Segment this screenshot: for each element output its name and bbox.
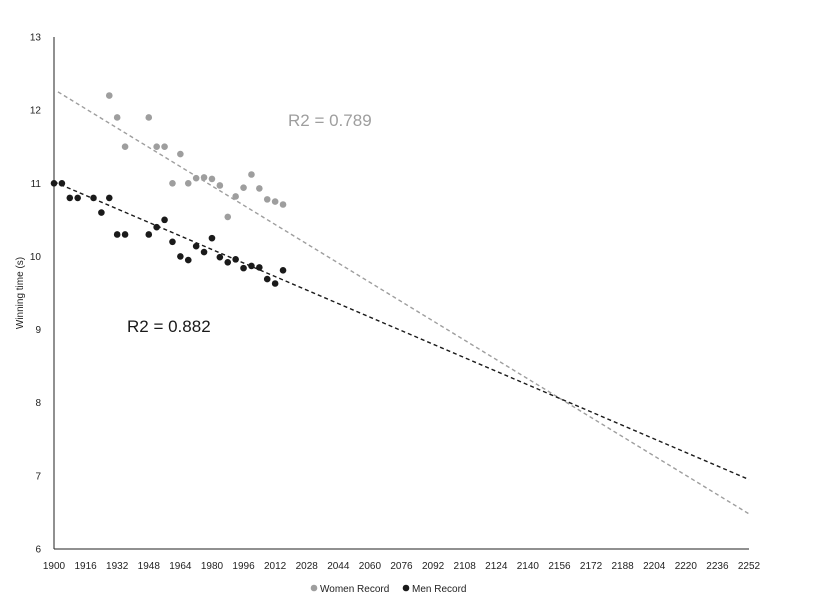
women-data-point: [153, 143, 160, 151]
y-tick-label: 11: [31, 179, 42, 190]
men-data-point: [153, 223, 160, 231]
women-data-point: [161, 143, 168, 151]
x-tick-label: 1980: [201, 561, 224, 572]
men-data-point: [66, 194, 74, 202]
women-data-point: [121, 143, 129, 151]
x-tick-label: 2172: [580, 561, 603, 572]
y-tick-label: 9: [35, 325, 41, 336]
axes: [53, 37, 749, 550]
x-tick-label: 1964: [169, 561, 192, 572]
men-data-point: [240, 264, 247, 272]
men-data-point: [169, 238, 176, 246]
x-tick-label: 1916: [74, 561, 97, 572]
y-axis-label: Winning time (s): [15, 257, 26, 329]
men-data-point: [279, 267, 287, 274]
x-tick-label: 2060: [359, 561, 382, 572]
men-data-point: [161, 216, 168, 224]
y-tick-label: 12: [30, 106, 42, 117]
men-data-point: [121, 231, 129, 238]
men-data-point: [184, 256, 192, 264]
x-tick-label: 2236: [706, 561, 729, 572]
women-data-point: [192, 174, 200, 182]
women-data-point: [177, 150, 184, 158]
men-data-point: [192, 242, 200, 250]
x-tick-label: 2140: [517, 561, 540, 572]
legend-marker-women: [310, 584, 318, 592]
women-data-point: [216, 182, 224, 189]
r2-men-label: R2 = 0.882: [127, 317, 211, 336]
men-data-point: [216, 253, 224, 261]
women-data-point: [145, 114, 153, 121]
x-tick-label: 2108: [454, 561, 477, 572]
y-tick-label: 7: [35, 471, 41, 482]
men-data-point: [74, 194, 81, 202]
x-tick-label: 2028: [296, 561, 319, 572]
men-data-point: [224, 258, 232, 266]
x-tick-label: 2076: [390, 561, 413, 572]
y-tick-label: 6: [35, 545, 41, 556]
y-tick-labels: 6 7 8 9 10 11 12 13: [30, 33, 42, 556]
women-data-point: [263, 196, 271, 203]
men-data-point: [90, 194, 97, 202]
women-data-point: [224, 213, 232, 221]
x-tick-label: 2188: [612, 561, 635, 572]
women-data-point: [256, 185, 263, 192]
men-data-point: [208, 234, 216, 242]
men-data-point: [145, 231, 153, 238]
legend-label-men: Men Record: [412, 584, 466, 595]
x-tick-label: 1932: [106, 561, 129, 572]
r2-women-label: R2 = 0.789: [288, 111, 372, 130]
y-tick-label: 8: [35, 398, 41, 409]
trendlines: [53, 91, 750, 515]
x-tick-label: 2092: [422, 561, 445, 572]
legend: Women Record Men Record: [310, 584, 466, 595]
men-data-point: [232, 256, 239, 263]
women-data-point: [232, 193, 239, 200]
men-data-point: [248, 262, 255, 270]
men-data-point: [113, 231, 121, 238]
men-data-point: [256, 264, 263, 271]
legend-label-women: Women Record: [320, 584, 389, 595]
men-data-point: [271, 280, 279, 287]
men-data-point: [177, 253, 184, 260]
women-data-point: [271, 198, 279, 205]
men-data-point: [200, 248, 208, 256]
x-tick-label: 2204: [643, 561, 666, 572]
men-data-point: [98, 209, 105, 216]
x-tick-label: 1948: [138, 561, 161, 572]
x-tick-label: 1996: [232, 561, 255, 572]
women-data-point: [184, 179, 192, 187]
men-data-point: [105, 194, 113, 202]
women-data-point: [279, 201, 287, 208]
data-points: [50, 92, 287, 287]
women-data-point: [113, 114, 121, 121]
x-tick-label: 2044: [327, 561, 350, 572]
x-tick-label: 2220: [675, 561, 698, 572]
men-data-point: [50, 179, 58, 187]
men-data-point: [263, 275, 271, 283]
men-data-point: [58, 179, 66, 187]
x-tick-label: 1900: [43, 561, 66, 572]
women-trendline: [57, 91, 750, 515]
x-tick-label: 2124: [485, 561, 508, 572]
legend-marker-men: [402, 584, 410, 592]
women-data-point: [240, 184, 247, 191]
women-data-point: [248, 171, 255, 178]
men-trendline: [53, 181, 750, 481]
women-data-point: [200, 174, 208, 181]
x-tick-label: 2252: [738, 561, 761, 572]
women-data-point: [105, 92, 113, 99]
y-tick-label: 10: [30, 252, 42, 263]
x-tick-label: 2012: [264, 561, 287, 572]
women-data-point: [169, 179, 176, 187]
x-tick-labels: 1900 1916 1932 1948 1964 1980 1996 2012 2028 2044…: [43, 561, 761, 572]
women-data-point: [208, 175, 216, 183]
x-tick-label: 2156: [548, 561, 571, 572]
y-tick-label: 13: [30, 33, 42, 44]
